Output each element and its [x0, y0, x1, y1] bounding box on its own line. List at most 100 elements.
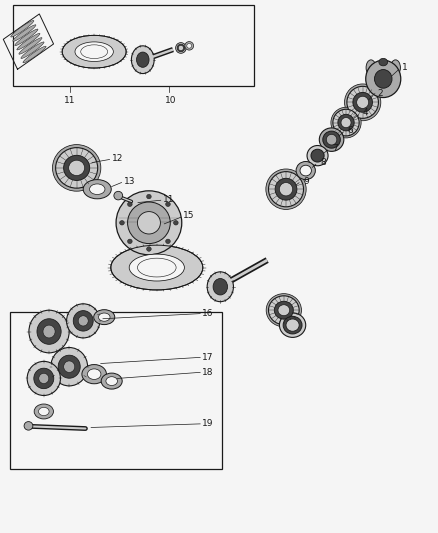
Ellipse shape [274, 301, 293, 319]
Ellipse shape [89, 184, 105, 195]
Text: 15: 15 [183, 212, 194, 220]
Ellipse shape [323, 131, 340, 148]
Ellipse shape [275, 179, 297, 200]
Text: 11: 11 [64, 96, 76, 105]
Ellipse shape [319, 128, 344, 151]
Ellipse shape [73, 311, 93, 331]
Text: 13: 13 [124, 177, 135, 185]
Ellipse shape [39, 407, 49, 416]
Ellipse shape [177, 44, 185, 52]
Text: 2: 2 [378, 89, 383, 98]
Ellipse shape [11, 20, 34, 37]
Ellipse shape [268, 296, 299, 325]
Ellipse shape [13, 25, 36, 42]
Text: 10: 10 [165, 96, 177, 105]
Ellipse shape [278, 305, 290, 316]
Ellipse shape [29, 310, 69, 353]
Ellipse shape [300, 165, 311, 176]
Ellipse shape [43, 325, 55, 338]
Ellipse shape [147, 247, 151, 251]
Ellipse shape [185, 42, 194, 50]
Ellipse shape [94, 310, 115, 325]
Ellipse shape [347, 86, 378, 118]
Ellipse shape [17, 34, 40, 50]
Text: 7: 7 [332, 144, 338, 152]
Ellipse shape [111, 245, 203, 290]
Text: 11: 11 [163, 196, 174, 204]
Ellipse shape [207, 272, 233, 302]
Text: 6: 6 [347, 126, 353, 135]
Ellipse shape [27, 361, 60, 395]
Ellipse shape [307, 146, 328, 166]
Ellipse shape [106, 377, 117, 385]
Ellipse shape [138, 212, 160, 234]
Ellipse shape [286, 319, 299, 331]
Ellipse shape [311, 149, 324, 162]
Ellipse shape [51, 348, 88, 386]
Ellipse shape [166, 202, 170, 206]
Ellipse shape [114, 191, 123, 200]
Ellipse shape [357, 96, 369, 108]
Text: 9: 9 [304, 177, 310, 185]
Ellipse shape [213, 279, 228, 295]
Ellipse shape [101, 373, 122, 389]
Ellipse shape [127, 202, 132, 206]
Ellipse shape [88, 369, 101, 379]
Ellipse shape [268, 172, 304, 207]
Ellipse shape [333, 109, 359, 136]
Bar [10, 312, 222, 469]
Ellipse shape [279, 182, 293, 196]
Ellipse shape [374, 70, 392, 88]
Ellipse shape [178, 45, 184, 51]
Ellipse shape [296, 161, 315, 180]
Ellipse shape [137, 52, 149, 67]
Ellipse shape [62, 35, 126, 68]
Ellipse shape [266, 294, 301, 327]
Ellipse shape [326, 134, 337, 145]
Ellipse shape [39, 373, 49, 384]
Text: 19: 19 [202, 419, 214, 428]
Ellipse shape [78, 316, 88, 326]
Ellipse shape [147, 195, 151, 199]
Ellipse shape [266, 169, 306, 209]
Ellipse shape [56, 148, 98, 188]
Ellipse shape [99, 313, 110, 321]
Ellipse shape [116, 191, 182, 255]
Ellipse shape [353, 92, 372, 112]
Ellipse shape [338, 114, 354, 131]
Text: 1: 1 [402, 63, 408, 72]
Text: 16: 16 [202, 309, 214, 318]
Ellipse shape [131, 46, 154, 74]
Ellipse shape [83, 180, 111, 199]
Ellipse shape [331, 107, 361, 138]
Ellipse shape [67, 304, 100, 338]
Ellipse shape [75, 42, 113, 61]
Text: 4: 4 [363, 109, 368, 117]
Ellipse shape [82, 365, 106, 384]
Ellipse shape [127, 202, 170, 244]
Ellipse shape [24, 422, 33, 430]
Ellipse shape [15, 29, 38, 46]
Ellipse shape [21, 42, 44, 59]
Text: 18: 18 [202, 368, 214, 376]
Ellipse shape [120, 221, 124, 225]
Ellipse shape [391, 60, 400, 76]
Text: 12: 12 [112, 155, 123, 163]
Ellipse shape [64, 155, 90, 181]
Ellipse shape [345, 84, 381, 120]
Ellipse shape [176, 43, 186, 53]
Ellipse shape [69, 160, 85, 175]
Ellipse shape [34, 368, 54, 389]
Ellipse shape [129, 254, 184, 281]
Ellipse shape [166, 239, 170, 244]
Ellipse shape [283, 316, 302, 334]
Bar [13, 5, 254, 86]
Ellipse shape [279, 313, 306, 337]
Ellipse shape [37, 319, 61, 344]
Ellipse shape [341, 118, 351, 127]
Ellipse shape [19, 38, 42, 54]
Ellipse shape [64, 361, 75, 373]
Text: 17: 17 [202, 353, 214, 361]
Ellipse shape [173, 221, 178, 225]
Ellipse shape [53, 144, 101, 191]
